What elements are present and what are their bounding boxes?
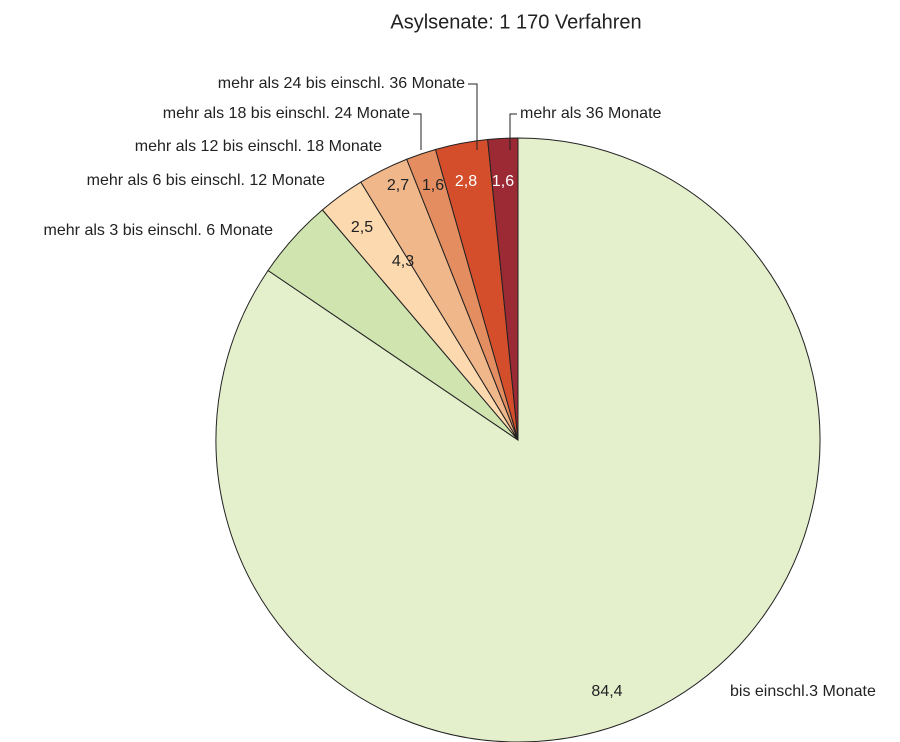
value-label: 84,4 [591,683,622,700]
value-label: 2,5 [351,219,373,236]
leader-line [413,113,422,150]
category-label: mehr als 3 bis einschl. 6 Monate [44,222,274,239]
category-label: mehr als 36 Monate [520,105,662,122]
category-label: mehr als 6 bis einschl. 12 Monate [87,172,325,189]
category-label: mehr als 24 bis einschl. 36 Monate [218,75,465,92]
leader-line [468,83,478,150]
chart-title: Asylsenate: 1 170 Verfahren [390,11,641,33]
category-label: bis einschl.3 Monate [730,683,876,700]
pie-slice [487,137,519,441]
value-label: 2,7 [387,177,409,194]
value-label: 1,6 [492,173,514,190]
category-label: mehr als 12 bis einschl. 18 Monate [135,138,382,155]
value-label: 2,8 [455,173,477,190]
value-label: 1,6 [422,177,444,194]
value-label: 4,3 [392,253,414,270]
category-label: mehr als 18 bis einschl. 24 Monate [163,105,410,122]
leader-line [509,113,517,150]
